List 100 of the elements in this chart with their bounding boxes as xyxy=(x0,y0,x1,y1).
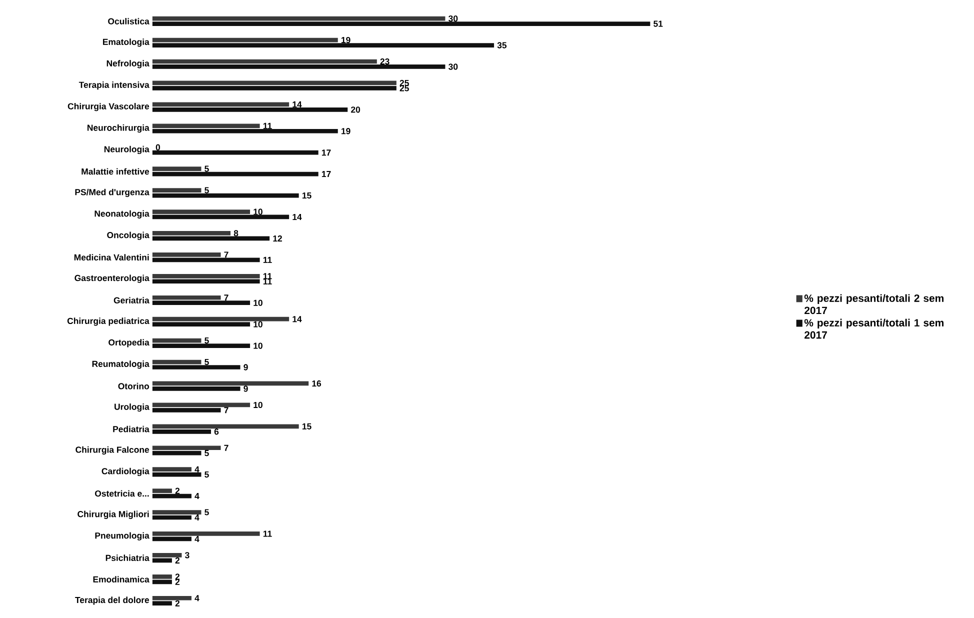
data-label: 11 xyxy=(263,256,272,263)
data-label: 17 xyxy=(322,170,331,177)
bar xyxy=(152,166,202,171)
data-label: 10 xyxy=(254,208,262,215)
bar xyxy=(152,21,650,26)
y-tick-label: Chirurgia Falcone xyxy=(76,446,150,454)
data-label: 7 xyxy=(224,294,228,300)
y-tick-label: Neurologia xyxy=(104,146,150,154)
bar xyxy=(152,64,446,69)
y-tick-label: Ostetricia e... xyxy=(95,490,149,496)
data-label: 5 xyxy=(204,166,209,172)
data-label: 5 xyxy=(204,471,209,478)
bar xyxy=(152,510,202,514)
bar xyxy=(152,580,172,584)
data-label: 9 xyxy=(244,385,248,392)
y-tick-label: PS/Med d'urgenza xyxy=(75,188,150,197)
bar xyxy=(152,558,172,562)
y-tick-label: Pneumologia xyxy=(95,532,150,540)
bar xyxy=(152,16,446,21)
data-label: 4 xyxy=(194,492,200,499)
y-tick-label: Terapia del dolore xyxy=(75,596,150,605)
y-tick-label: Ortopedia xyxy=(108,338,150,347)
bar xyxy=(152,596,192,600)
y-tick-label: Oncologia xyxy=(107,232,150,240)
y-tick-label: Nefrologia xyxy=(106,60,150,68)
bar xyxy=(152,536,192,541)
data-label: 30 xyxy=(448,63,458,70)
data-label: 30 xyxy=(448,15,458,22)
data-label: 6 xyxy=(214,428,219,434)
data-label: 5 xyxy=(204,358,209,365)
data-label: 14 xyxy=(292,316,302,322)
data-label: 9 xyxy=(244,364,248,370)
bar xyxy=(152,466,192,472)
bar xyxy=(152,515,192,520)
bar xyxy=(152,364,240,370)
data-label: 12 xyxy=(273,235,282,242)
y-tick-label: Cardiologia xyxy=(102,468,150,476)
bar xyxy=(152,193,299,198)
y-tick-label: Pediatria xyxy=(113,426,150,432)
data-label: 5 xyxy=(204,509,209,516)
bar xyxy=(152,214,290,219)
data-label: 3 xyxy=(185,552,190,558)
data-label: 4 xyxy=(194,466,200,472)
y-tick-label: Reumatologia xyxy=(92,360,150,368)
data-label: 15 xyxy=(302,423,312,430)
bar xyxy=(152,107,348,112)
bar xyxy=(152,102,290,106)
bar xyxy=(152,472,202,477)
data-label: 20 xyxy=(351,106,360,113)
bar xyxy=(152,236,270,240)
bar xyxy=(152,338,202,343)
bar xyxy=(152,450,202,456)
y-tick-label: Neurochirurgia xyxy=(88,124,150,132)
bar xyxy=(152,295,221,300)
bar xyxy=(152,300,250,305)
bar xyxy=(152,343,250,348)
data-label: 7 xyxy=(224,406,228,413)
bar xyxy=(152,488,172,493)
bar xyxy=(152,128,338,134)
data-label: 19 xyxy=(341,128,350,134)
y-tick-label: Geriatria xyxy=(114,296,150,304)
data-label: 17 xyxy=(322,149,331,156)
bar xyxy=(152,531,260,536)
data-label: 51 xyxy=(654,20,663,27)
y-tick-label: Neonatologia xyxy=(94,210,150,218)
data-label: 14 xyxy=(292,101,302,108)
data-label: 11 xyxy=(263,122,272,129)
y-tick-label: Medicina Valentini xyxy=(74,254,149,260)
y-tick-label: Chirurgia Vascolare xyxy=(68,102,150,111)
y-tick-label: Ematologia xyxy=(103,38,150,47)
bar xyxy=(152,38,338,42)
y-tick-label: Chirurgia pediatrica xyxy=(67,317,150,326)
bar xyxy=(152,424,299,428)
bar xyxy=(152,86,396,90)
bar xyxy=(152,80,396,85)
bar xyxy=(152,381,309,386)
y-tick-label: Oculistica xyxy=(108,18,150,24)
data-label: 0 xyxy=(156,144,160,150)
data-label: 10 xyxy=(254,321,262,328)
y-tick-label: Psichiatria xyxy=(106,554,150,561)
bar xyxy=(152,600,172,606)
bar xyxy=(152,59,377,64)
y-tick-label: Otorino xyxy=(118,382,150,390)
bar xyxy=(152,274,260,278)
data-label: 2 xyxy=(175,557,180,564)
legend-label: % pezzi pesanti/totali 1 sem 2017 xyxy=(804,318,944,338)
data-label: 2 xyxy=(175,600,180,606)
bar xyxy=(152,172,318,176)
data-label: 10 xyxy=(254,300,262,306)
y-tick-label: Malattie infettive xyxy=(82,168,150,174)
legend-label: % pezzi pesanti/totali 2 sem 2017 xyxy=(804,294,944,314)
data-label: 4 xyxy=(194,594,200,601)
data-label: 19 xyxy=(341,36,350,43)
data-label: 7 xyxy=(224,251,228,258)
bar xyxy=(152,316,290,322)
bar xyxy=(152,150,318,155)
data-label: 35 xyxy=(497,42,507,48)
bar xyxy=(152,445,221,450)
bar xyxy=(152,278,260,284)
bar xyxy=(152,124,260,128)
